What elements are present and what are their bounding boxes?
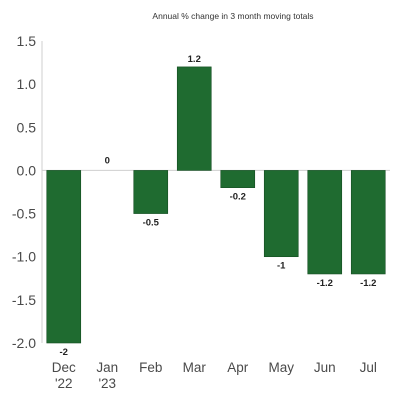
bar [350,170,386,275]
x-axis-ticks: Dec '22 Jan '23 Feb Mar Apr May Jun Jul [52,360,377,391]
x-tick-label: Dec '22 [52,360,76,391]
bar [220,170,256,188]
y-tick-label: -2.0 [12,335,36,351]
y-tick-label: 0.5 [17,119,37,135]
bar [307,170,343,275]
x-tick-label: Jan '23 [96,360,118,391]
data-label: -0.2 [230,192,246,203]
y-tick-label: -1.5 [12,292,36,308]
y-tick-label: -0.5 [12,206,36,222]
y-axis-ticks: 1.5 1.0 0.5 0.0 -0.5 -1.0 -1.5 -2.0 [12,33,36,351]
data-labels: -2 0 -0.5 1.2 -0.2 -1 -1.2 -1.2 [60,54,377,358]
y-tick-label: 0.0 [17,162,37,178]
data-label: -1.2 [360,278,376,289]
data-label: 1.2 [188,54,201,65]
x-tick-label: Apr [227,360,249,375]
data-label: -1 [277,261,286,272]
data-label: -2 [60,347,68,358]
data-label: -0.5 [143,218,160,229]
y-tick-label: 1.5 [17,33,37,49]
x-tick-label: Jul [360,360,377,375]
data-label: -1.2 [317,278,333,289]
chart-title: Annual % change in 3 month moving totals [152,11,313,21]
bars [46,66,386,344]
bar [263,170,299,258]
x-tick-label: Feb [139,360,162,375]
x-tick-label: May [268,360,294,375]
y-tick-label: -1.0 [12,249,36,265]
bar [176,66,212,171]
bar [46,170,82,344]
bar [133,170,169,214]
data-label: 0 [105,155,110,166]
y-tick-label: 1.0 [17,76,37,92]
x-tick-label: Jun [314,360,336,375]
x-tick-label: Mar [183,360,207,375]
